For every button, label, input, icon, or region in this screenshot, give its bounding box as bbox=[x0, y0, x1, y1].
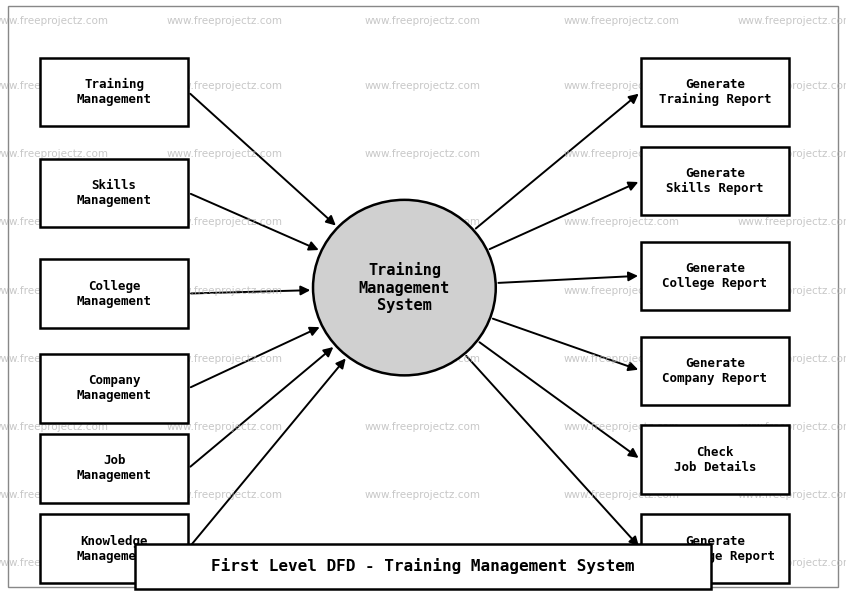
Text: www.freeprojectz.com: www.freeprojectz.com bbox=[737, 490, 846, 500]
Text: www.freeprojectz.com: www.freeprojectz.com bbox=[166, 354, 283, 364]
Text: Company
Management: Company Management bbox=[77, 374, 151, 403]
Text: www.freeprojectz.com: www.freeprojectz.com bbox=[737, 81, 846, 91]
Text: www.freeprojectz.com: www.freeprojectz.com bbox=[0, 286, 109, 295]
Ellipse shape bbox=[313, 200, 496, 375]
Text: www.freeprojectz.com: www.freeprojectz.com bbox=[365, 218, 481, 227]
Text: www.freeprojectz.com: www.freeprojectz.com bbox=[0, 490, 109, 500]
Text: www.freeprojectz.com: www.freeprojectz.com bbox=[166, 16, 283, 25]
Text: Training
Management
System: Training Management System bbox=[359, 262, 450, 313]
Text: Job
Management: Job Management bbox=[77, 454, 151, 483]
FancyBboxPatch shape bbox=[640, 514, 788, 582]
Text: www.freeprojectz.com: www.freeprojectz.com bbox=[563, 422, 680, 432]
Text: www.freeprojectz.com: www.freeprojectz.com bbox=[563, 16, 680, 25]
FancyBboxPatch shape bbox=[41, 355, 188, 422]
FancyBboxPatch shape bbox=[41, 260, 188, 327]
FancyBboxPatch shape bbox=[41, 434, 188, 503]
Text: www.freeprojectz.com: www.freeprojectz.com bbox=[166, 490, 283, 500]
FancyBboxPatch shape bbox=[41, 58, 188, 126]
Text: www.freeprojectz.com: www.freeprojectz.com bbox=[737, 16, 846, 25]
Text: www.freeprojectz.com: www.freeprojectz.com bbox=[365, 286, 481, 295]
FancyBboxPatch shape bbox=[640, 337, 788, 404]
FancyBboxPatch shape bbox=[41, 159, 188, 227]
Text: www.freeprojectz.com: www.freeprojectz.com bbox=[563, 286, 680, 295]
Text: www.freeprojectz.com: www.freeprojectz.com bbox=[737, 286, 846, 295]
Text: www.freeprojectz.com: www.freeprojectz.com bbox=[365, 81, 481, 91]
Text: Generate
Training Report: Generate Training Report bbox=[659, 78, 771, 106]
Text: www.freeprojectz.com: www.freeprojectz.com bbox=[563, 149, 680, 159]
Text: www.freeprojectz.com: www.freeprojectz.com bbox=[0, 149, 109, 159]
Text: www.freeprojectz.com: www.freeprojectz.com bbox=[563, 559, 680, 568]
Text: www.freeprojectz.com: www.freeprojectz.com bbox=[563, 218, 680, 227]
FancyBboxPatch shape bbox=[41, 514, 188, 582]
FancyBboxPatch shape bbox=[135, 544, 711, 588]
Text: Generate
Knowledge Report: Generate Knowledge Report bbox=[655, 534, 775, 563]
FancyBboxPatch shape bbox=[640, 58, 788, 126]
Text: www.freeprojectz.com: www.freeprojectz.com bbox=[365, 354, 481, 364]
Text: www.freeprojectz.com: www.freeprojectz.com bbox=[737, 218, 846, 227]
Text: www.freeprojectz.com: www.freeprojectz.com bbox=[365, 559, 481, 568]
Text: www.freeprojectz.com: www.freeprojectz.com bbox=[166, 149, 283, 159]
Text: www.freeprojectz.com: www.freeprojectz.com bbox=[737, 422, 846, 432]
Text: Generate
Skills Report: Generate Skills Report bbox=[666, 167, 764, 195]
Text: www.freeprojectz.com: www.freeprojectz.com bbox=[737, 354, 846, 364]
Text: www.freeprojectz.com: www.freeprojectz.com bbox=[365, 149, 481, 159]
Text: www.freeprojectz.com: www.freeprojectz.com bbox=[0, 422, 109, 432]
Text: www.freeprojectz.com: www.freeprojectz.com bbox=[166, 286, 283, 295]
Text: www.freeprojectz.com: www.freeprojectz.com bbox=[166, 81, 283, 91]
Text: www.freeprojectz.com: www.freeprojectz.com bbox=[0, 16, 109, 25]
Text: www.freeprojectz.com: www.freeprojectz.com bbox=[0, 81, 109, 91]
Text: www.freeprojectz.com: www.freeprojectz.com bbox=[563, 354, 680, 364]
FancyBboxPatch shape bbox=[640, 147, 788, 215]
Text: www.freeprojectz.com: www.freeprojectz.com bbox=[166, 422, 283, 432]
Text: Generate
Company Report: Generate Company Report bbox=[662, 356, 767, 385]
Text: www.freeprojectz.com: www.freeprojectz.com bbox=[166, 218, 283, 227]
Text: www.freeprojectz.com: www.freeprojectz.com bbox=[737, 149, 846, 159]
Text: First Level DFD - Training Management System: First Level DFD - Training Management Sy… bbox=[212, 559, 634, 574]
FancyBboxPatch shape bbox=[640, 426, 788, 493]
Text: www.freeprojectz.com: www.freeprojectz.com bbox=[0, 218, 109, 227]
Text: www.freeprojectz.com: www.freeprojectz.com bbox=[166, 559, 283, 568]
Text: Training
Management: Training Management bbox=[77, 78, 151, 106]
Text: Skills
Management: Skills Management bbox=[77, 178, 151, 207]
Text: Knowledge
Management: Knowledge Management bbox=[77, 534, 151, 563]
FancyBboxPatch shape bbox=[640, 242, 788, 310]
Text: www.freeprojectz.com: www.freeprojectz.com bbox=[365, 490, 481, 500]
Text: www.freeprojectz.com: www.freeprojectz.com bbox=[737, 559, 846, 568]
Text: www.freeprojectz.com: www.freeprojectz.com bbox=[0, 559, 109, 568]
Text: www.freeprojectz.com: www.freeprojectz.com bbox=[365, 16, 481, 25]
Text: www.freeprojectz.com: www.freeprojectz.com bbox=[563, 490, 680, 500]
Text: www.freeprojectz.com: www.freeprojectz.com bbox=[0, 354, 109, 364]
Text: Check
Job Details: Check Job Details bbox=[673, 445, 756, 474]
Text: Generate
College Report: Generate College Report bbox=[662, 262, 767, 290]
Text: College
Management: College Management bbox=[77, 279, 151, 308]
Text: www.freeprojectz.com: www.freeprojectz.com bbox=[563, 81, 680, 91]
Text: www.freeprojectz.com: www.freeprojectz.com bbox=[365, 422, 481, 432]
